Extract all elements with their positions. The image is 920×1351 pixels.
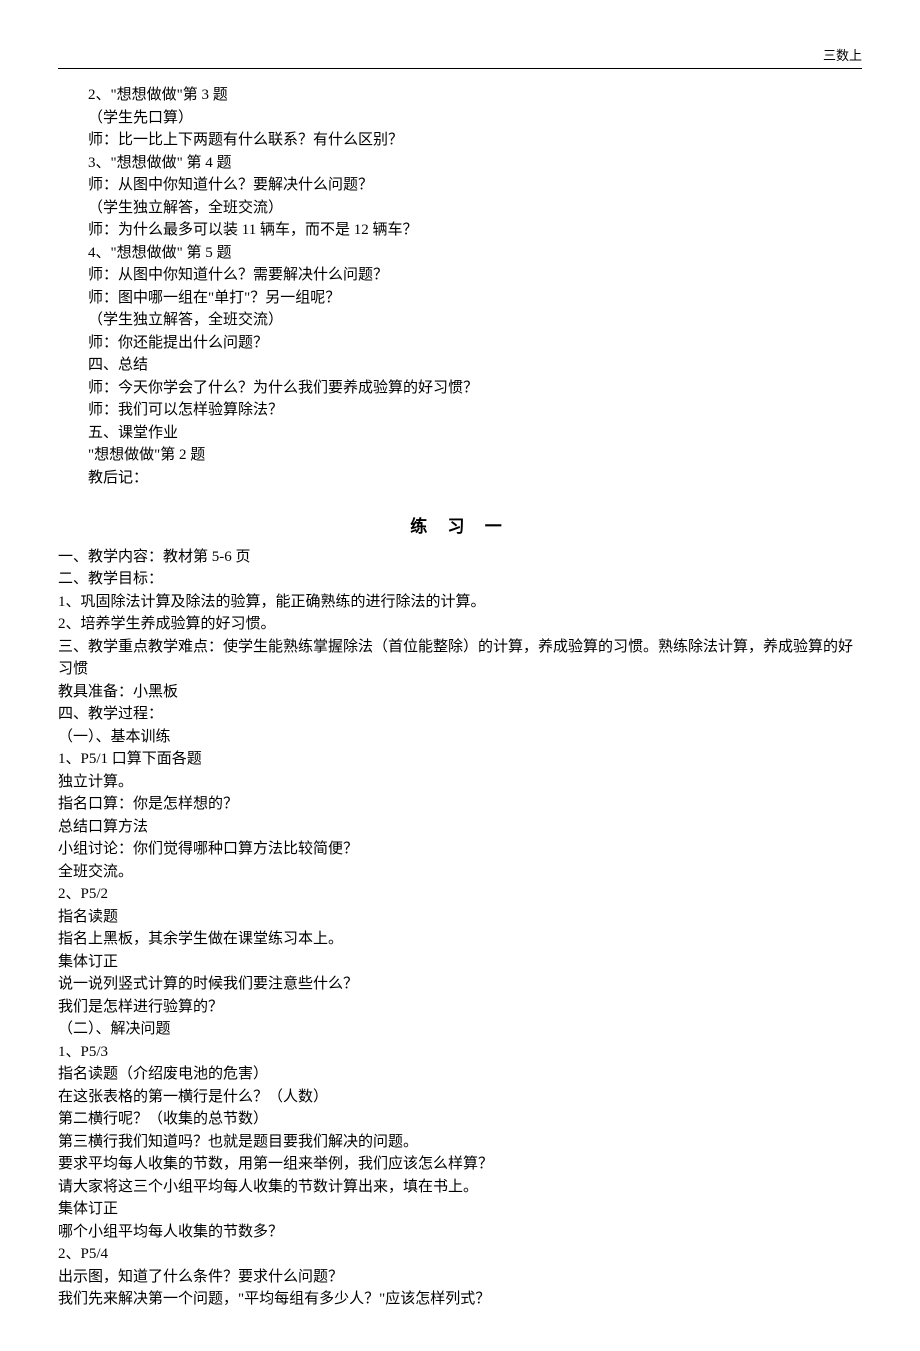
- body-line: 1、P5/1 口算下面各题: [58, 748, 862, 771]
- body-line: 师：图中哪一组在"单打"？另一组呢？: [88, 287, 862, 310]
- body-line: 独立计算。: [58, 771, 862, 794]
- body-line: 哪个小组平均每人收集的节数多？: [58, 1221, 862, 1244]
- body-line: 请大家将这三个小组平均每人收集的节数计算出来，填在书上。: [58, 1176, 862, 1199]
- body-line: 教具准备：小黑板: [58, 681, 862, 704]
- body-line: 集体订正: [58, 1198, 862, 1221]
- body-line: 第二横行呢？（收集的总节数）: [58, 1108, 862, 1131]
- body-line: 师：从图中你知道什么？要解决什么问题？: [88, 174, 862, 197]
- body-line: （学生独立解答，全班交流）: [88, 309, 862, 332]
- body-line: 3、"想想做做" 第 4 题: [88, 152, 862, 175]
- body-line: 第三横行我们知道吗？也就是题目要我们解决的问题。: [58, 1131, 862, 1154]
- body-line: 师：今天你学会了什么？为什么我们要养成验算的好习惯？: [88, 377, 862, 400]
- body-line: 2、培养学生养成验算的好习惯。: [58, 613, 862, 636]
- body-line: 师：你还能提出什么问题？: [88, 332, 862, 355]
- header-label: 三数上: [823, 46, 862, 66]
- body-line: 集体订正: [58, 951, 862, 974]
- body-line: 2、"想想做做"第 3 题: [88, 84, 862, 107]
- body-line: 一、教学内容：教材第 5-6 页: [58, 546, 862, 569]
- body-line: 我们先来解决第一个问题，"平均每组有多少人？"应该怎样列式？: [58, 1288, 862, 1311]
- body-line: 小组讨论：你们觉得哪种口算方法比较简便？: [58, 838, 862, 861]
- body-line: （二）、解决问题: [58, 1018, 862, 1041]
- exercise-title: 练 习 一: [58, 514, 862, 540]
- body-line: 指名口算：你是怎样想的？: [58, 793, 862, 816]
- body-line: 师：从图中你知道什么？需要解决什么问题？: [88, 264, 862, 287]
- body-line: 四、总结: [88, 354, 862, 377]
- section-one: 2、"想想做做"第 3 题（学生先口算）师：比一比上下两题有什么联系？有什么区别…: [88, 84, 862, 489]
- body-line: 全班交流。: [58, 861, 862, 884]
- body-line: 2、P5/2: [58, 883, 862, 906]
- body-line: 要求平均每人收集的节数，用第一组来举例，我们应该怎么样算？: [58, 1153, 862, 1176]
- body-line: （学生独立解答，全班交流）: [88, 197, 862, 220]
- page-header: 三数上: [58, 50, 862, 70]
- body-line: 师：我们可以怎样验算除法？: [88, 399, 862, 422]
- body-line: 1、P5/3: [58, 1041, 862, 1064]
- header-rule: [58, 68, 862, 69]
- body-line: （一）、基本训练: [58, 726, 862, 749]
- body-line: 我们是怎样进行验算的？: [58, 996, 862, 1019]
- body-line: 指名读题: [58, 906, 862, 929]
- body-line: 五、课堂作业: [88, 422, 862, 445]
- body-line: 四、教学过程：: [58, 703, 862, 726]
- body-line: 总结口算方法: [58, 816, 862, 839]
- body-line: "想想做做"第 2 题: [88, 444, 862, 467]
- section-two: 一、教学内容：教材第 5-6 页二、教学目标：1、巩固除法计算及除法的验算，能正…: [58, 546, 862, 1311]
- body-line: 教后记：: [88, 467, 862, 490]
- body-line: 在这张表格的第一横行是什么？（人数）: [58, 1086, 862, 1109]
- body-line: 出示图，知道了什么条件？要求什么问题？: [58, 1266, 862, 1289]
- body-line: 说一说列竖式计算的时候我们要注意些什么？: [58, 973, 862, 996]
- body-line: （学生先口算）: [88, 107, 862, 130]
- body-line: 4、"想想做做" 第 5 题: [88, 242, 862, 265]
- body-line: 1、巩固除法计算及除法的验算，能正确熟练的进行除法的计算。: [58, 591, 862, 614]
- body-line: 二、教学目标：: [58, 568, 862, 591]
- body-line: 三、教学重点教学难点：使学生能熟练掌握除法（首位能整除）的计算，养成验算的习惯。…: [58, 636, 862, 681]
- body-line: 2、P5/4: [58, 1243, 862, 1266]
- body-line: 指名读题（介绍废电池的危害）: [58, 1063, 862, 1086]
- body-line: 指名上黑板，其余学生做在课堂练习本上。: [58, 928, 862, 951]
- body-line: 师：为什么最多可以装 11 辆车，而不是 12 辆车？: [88, 219, 862, 242]
- body-line: 师：比一比上下两题有什么联系？有什么区别？: [88, 129, 862, 152]
